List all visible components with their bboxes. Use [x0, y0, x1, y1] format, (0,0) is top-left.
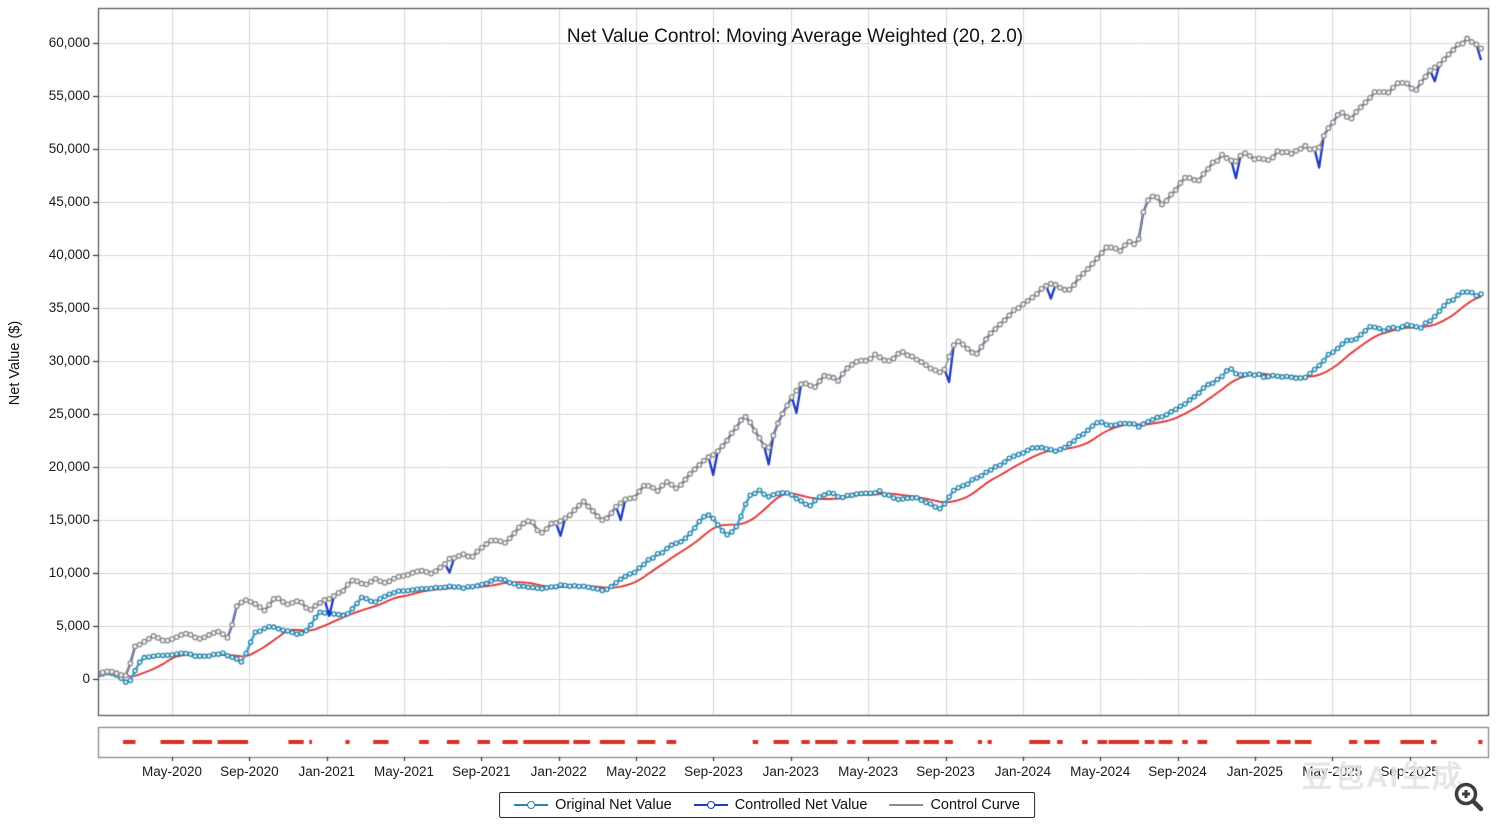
x-tick-label: Sep-2020	[220, 764, 279, 779]
legend-item[interactable]: Control Curve	[889, 797, 1020, 813]
y-tick-label: 40,000	[48, 246, 90, 262]
y-tick-label: 35,000	[48, 299, 90, 315]
legend-swatch	[889, 799, 924, 811]
x-tick-label: Sep-2024	[1148, 764, 1207, 779]
chart-legend: Original Net Value Controlled Net Value Co…	[499, 792, 1035, 818]
x-tick-label: May-2024	[1070, 764, 1131, 779]
x-tick-label: May-2021	[374, 764, 435, 779]
x-tick-label: May-2023	[838, 764, 899, 779]
y-tick-label: 30,000	[48, 352, 90, 368]
y-tick-label: 45,000	[48, 193, 90, 209]
y-tick-label: 15,000	[48, 511, 90, 527]
x-tick-label: Jan-2021	[298, 764, 355, 779]
x-tick-label: Jan-2023	[762, 764, 819, 779]
x-tick-label: Sep-2025	[1380, 764, 1439, 779]
x-tick-label: Jan-2024	[994, 764, 1051, 779]
y-tick-label: 50,000	[48, 140, 90, 156]
y-axis-title: Net Value ($)	[7, 320, 23, 406]
y-tick-label: 25,000	[48, 405, 90, 421]
y-tick-label: 60,000	[48, 34, 90, 50]
legend-swatch	[693, 799, 728, 811]
y-tick-label: 5,000	[56, 617, 90, 633]
zoom-in-icon[interactable]	[1452, 780, 1486, 814]
y-tick-label: 20,000	[48, 458, 90, 474]
y-tick-label: 0	[82, 670, 90, 686]
legend-item[interactable]: Original Net Value	[514, 797, 672, 813]
x-tick-label: May-2025	[1302, 764, 1363, 779]
legend-swatch	[514, 799, 549, 811]
x-tick-label: May-2022	[606, 764, 667, 779]
y-tick-label: 10,000	[48, 564, 90, 580]
x-tick-label: Sep-2023	[916, 764, 975, 779]
legend-label: Original Net Value	[555, 797, 672, 813]
x-tick-label: Jan-2022	[530, 764, 587, 779]
x-tick-label: May-2020	[141, 764, 203, 779]
x-tick-label: Sep-2023	[684, 764, 743, 779]
chart-title: Net Value Control: Moving Average Weight…	[566, 26, 1024, 47]
legend-item[interactable]: Controlled Net Value	[693, 797, 868, 813]
legend-label: Control Curve	[930, 797, 1020, 813]
x-tick-label: Sep-2021	[452, 764, 511, 779]
legend-label: Controlled Net Value	[734, 797, 868, 813]
y-tick-label: 55,000	[48, 87, 90, 103]
x-tick-label: Jan-2025	[1226, 764, 1284, 779]
